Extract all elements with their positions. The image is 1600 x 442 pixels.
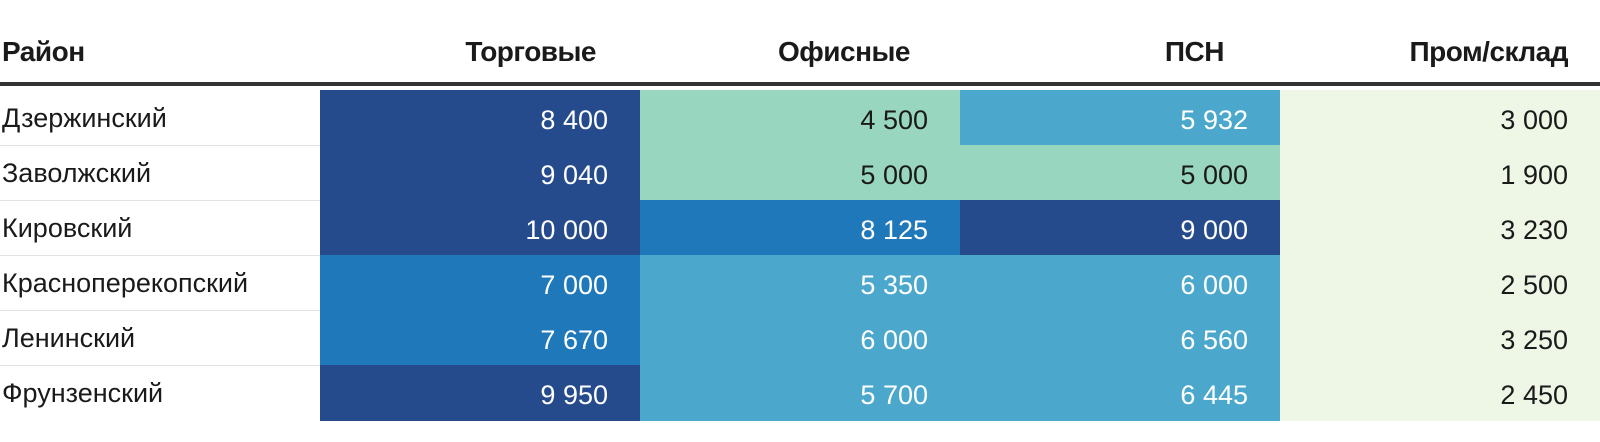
row-divider bbox=[0, 255, 320, 256]
district-name: Дзержинский bbox=[2, 103, 167, 133]
row-divider bbox=[0, 145, 320, 146]
header-office: Офисные bbox=[778, 36, 910, 67]
cell-psn: 5 000 bbox=[960, 145, 1280, 201]
table-row: Кировский 10 000 8 125 9 000 3 230 bbox=[0, 200, 1600, 256]
cell-psn: 9 000 bbox=[960, 200, 1280, 256]
cell-retail: 9 950 bbox=[320, 365, 640, 421]
cell-retail: 7 670 bbox=[320, 310, 640, 366]
table-row: Заволжский 9 040 5 000 5 000 1 900 bbox=[0, 145, 1600, 201]
cell-psn: 6 000 bbox=[960, 255, 1280, 311]
cell-retail: 10 000 bbox=[320, 200, 640, 256]
cell-office: 8 125 bbox=[640, 200, 960, 256]
district-name: Фрунзенский bbox=[2, 378, 164, 408]
table-row: Красноперекопский 7 000 5 350 6 000 2 500 bbox=[0, 255, 1600, 311]
cell-office: 6 000 bbox=[640, 310, 960, 366]
header-retail: Торговые bbox=[465, 36, 596, 67]
cell-industrial: 2 450 bbox=[1280, 365, 1600, 421]
cell-industrial: 3 250 bbox=[1280, 310, 1600, 366]
district-name: Кировский bbox=[2, 213, 133, 243]
cell-office: 4 500 bbox=[640, 90, 960, 146]
cell-office: 5 700 bbox=[640, 365, 960, 421]
row-divider bbox=[0, 365, 320, 366]
table-header: Район Торговые Офисные ПСН Пром/склад bbox=[0, 0, 1600, 86]
header-psn: ПСН bbox=[1164, 36, 1225, 67]
cell-retail: 9 040 bbox=[320, 145, 640, 201]
district-name: Заволжский bbox=[2, 158, 152, 188]
cell-psn: 6 560 bbox=[960, 310, 1280, 366]
header-industrial: Пром/склад bbox=[1409, 36, 1568, 67]
district-name: Ленинский bbox=[2, 323, 136, 353]
cell-psn: 6 445 bbox=[960, 365, 1280, 421]
row-divider bbox=[0, 200, 320, 201]
cell-psn: 5 932 bbox=[960, 90, 1280, 146]
table-row: Ленинский 7 670 6 000 6 560 3 250 bbox=[0, 310, 1600, 366]
header-district: Район bbox=[2, 36, 85, 67]
cell-office: 5 000 bbox=[640, 145, 960, 201]
cell-office: 5 350 bbox=[640, 255, 960, 311]
row-divider bbox=[0, 310, 320, 311]
cell-industrial: 3 000 bbox=[1280, 90, 1600, 146]
table-row: Дзержинский 8 400 4 500 5 932 3 000 bbox=[0, 90, 1600, 146]
cell-industrial: 1 900 bbox=[1280, 145, 1600, 201]
cell-retail: 7 000 bbox=[320, 255, 640, 311]
cell-industrial: 2 500 bbox=[1280, 255, 1600, 311]
district-name: Красноперекопский bbox=[2, 268, 249, 298]
cell-retail: 8 400 bbox=[320, 90, 640, 146]
cell-industrial: 3 230 bbox=[1280, 200, 1600, 256]
table-row: Фрунзенский 9 950 5 700 6 445 2 450 bbox=[0, 365, 1600, 421]
